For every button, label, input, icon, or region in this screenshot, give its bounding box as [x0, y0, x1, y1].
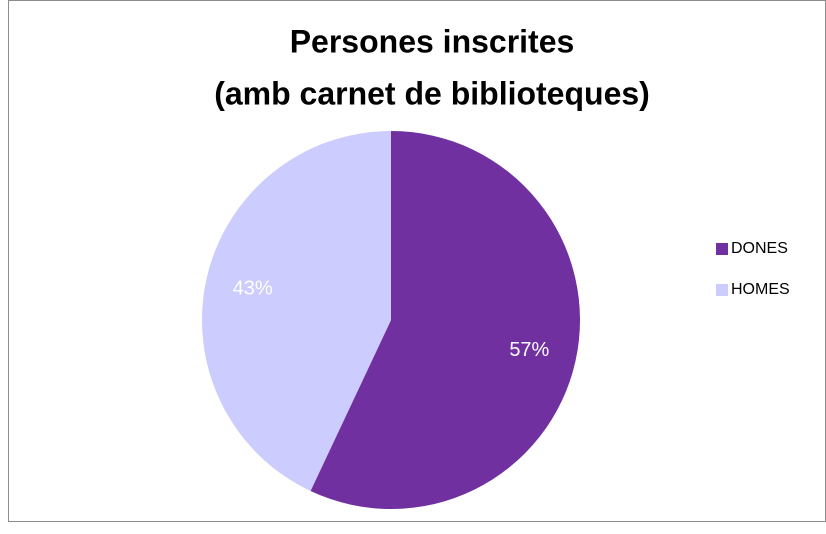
chart-title: (amb carnet de biblioteques)	[214, 75, 650, 111]
legend-swatch	[716, 284, 728, 296]
data-label: 57%	[509, 339, 549, 361]
pie-slice	[310, 131, 580, 509]
chart-title: Persones inscrites	[290, 23, 575, 59]
pie-slice	[202, 131, 391, 492]
legend-label: DONES	[731, 240, 788, 257]
data-label: 43%	[233, 277, 273, 299]
legend-label: HOMES	[731, 281, 790, 298]
legend-swatch	[716, 243, 728, 255]
